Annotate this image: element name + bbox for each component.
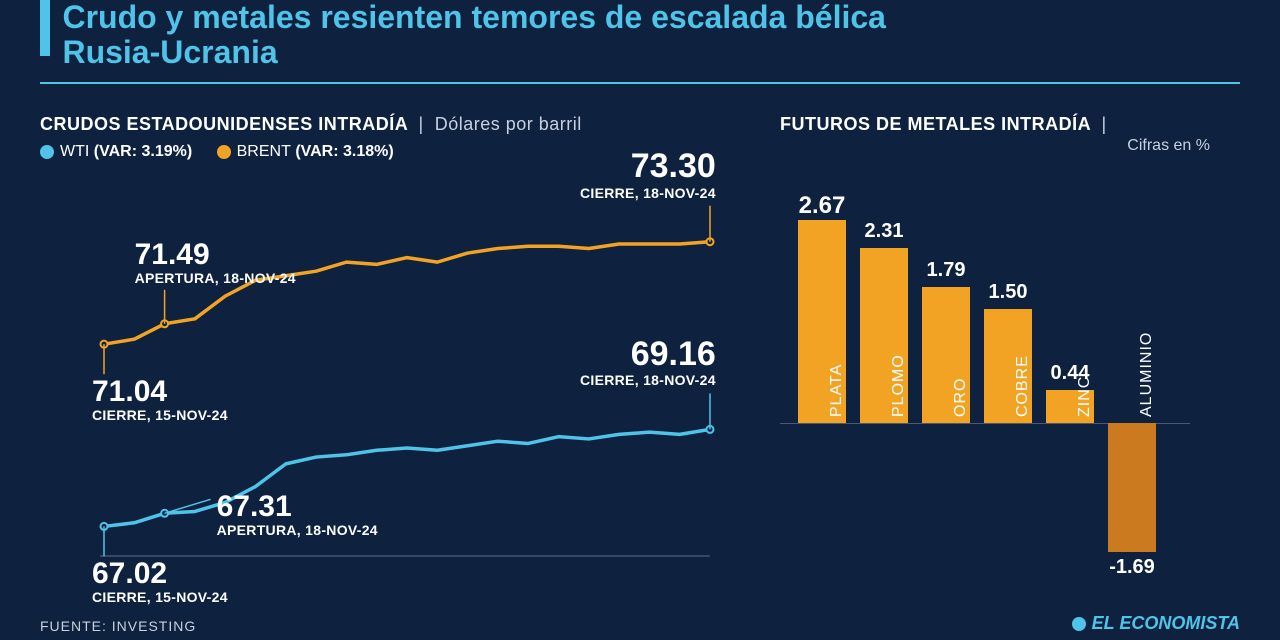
title-block: Crudo y metales resienten temores de esc… — [0, 0, 1280, 70]
metals-panel: FUTUROS DE METALES INTRADÍA | Cifras en … — [780, 114, 1210, 605]
metals-heading: FUTUROS DE METALES INTRADÍA | — [780, 114, 1210, 135]
metals-sub: Cifras en % — [780, 137, 1210, 155]
brand-text: EL ECONOMISTA — [1092, 613, 1240, 634]
crude-heading-sep: | — [413, 114, 435, 134]
bar-value: 1.79 — [911, 259, 981, 282]
bar-category: ALUMINIO — [1138, 332, 1156, 417]
callout: 67.02CIERRE, 15-NOV-24 — [92, 557, 228, 605]
crude-heading-sub: Dólares por barril — [435, 114, 582, 134]
legend-brent: BRENT (VAR: 3.18%) — [217, 143, 394, 161]
legend-brent-var: (VAR: 3.18%) — [295, 143, 393, 161]
bar-category: PLOMO — [890, 355, 908, 418]
callout: 67.31APERTURA, 18-NOV-24 — [217, 490, 378, 538]
metals-heading-sep: | — [1096, 114, 1107, 134]
bar-category: PLATA — [828, 364, 846, 417]
bar-value: 1.50 — [973, 281, 1043, 304]
source-footer: FUENTE: INVESTING — [40, 618, 196, 634]
bar-category: ORO — [952, 378, 970, 417]
brand-dot-icon — [1072, 617, 1086, 631]
legend-wti: WTI (VAR: 3.19%) — [40, 143, 192, 161]
title-line1: Crudo y metales resienten temores de esc… — [62, 0, 885, 35]
bar-rect — [1108, 423, 1156, 551]
title-line2: Rusia-Ucrania — [62, 34, 277, 70]
wti-dot-icon — [40, 145, 54, 159]
crude-heading: CRUDOS ESTADOUNIDENSES INTRADÍA | Dólare… — [40, 114, 740, 135]
crude-heading-text: CRUDOS ESTADOUNIDENSES INTRADÍA — [40, 114, 408, 134]
callout: 69.16CIERRE, 18-NOV-24 — [580, 336, 716, 389]
title-accent-bar — [40, 0, 50, 56]
bar-value: -1.69 — [1097, 556, 1167, 579]
callout: 71.04CIERRE, 15-NOV-24 — [92, 375, 228, 423]
brent-dot-icon — [217, 145, 231, 159]
bar-category: ZINC — [1076, 376, 1094, 417]
bar-value: 0.44 — [1035, 362, 1105, 385]
legend-brent-name: BRENT — [237, 143, 291, 161]
crude-line-chart: 71.49APERTURA, 18-NOV-24 71.04CIERRE, 15-… — [40, 170, 720, 580]
page-title: Crudo y metales resienten temores de esc… — [62, 0, 885, 70]
legend-wti-var: (VAR: 3.19%) — [94, 143, 192, 161]
crude-panel: CRUDOS ESTADOUNIDENSES INTRADÍA | Dólare… — [40, 114, 740, 605]
callout: 73.30CIERRE, 18-NOV-24 — [580, 148, 716, 201]
brand: EL ECONOMISTA — [1072, 613, 1240, 634]
callout: 71.49APERTURA, 18-NOV-24 — [135, 238, 296, 286]
bar-value: 2.67 — [787, 192, 857, 220]
metals-heading-text: FUTUROS DE METALES INTRADÍA — [780, 114, 1091, 134]
bar-value: 2.31 — [849, 220, 919, 243]
bar-category: COBRE — [1014, 355, 1032, 417]
legend-wti-name: WTI — [60, 143, 89, 161]
metals-bar-chart: 2.67 PLATA 2.31 PLOMO 1.79 ORO 1.50 COBRE0.44ZI… — [780, 165, 1200, 605]
